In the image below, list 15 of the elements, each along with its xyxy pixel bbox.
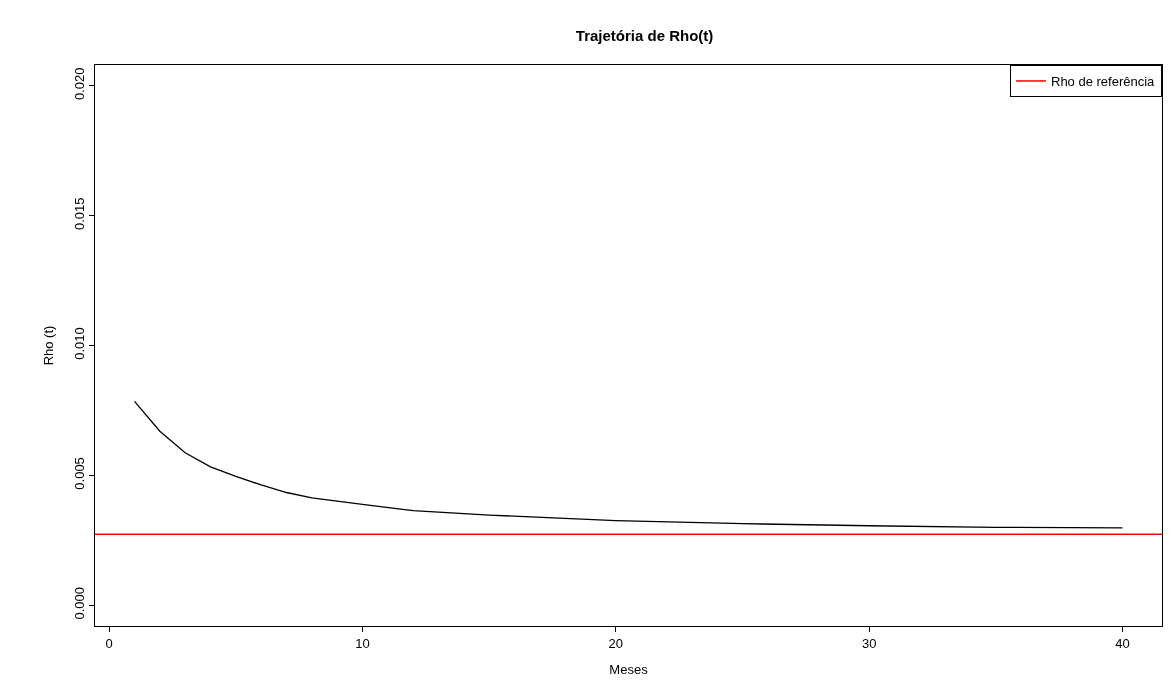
x-tick-label: 0	[105, 635, 113, 651]
y-tick-label: 0.020	[71, 67, 87, 101]
x-tick-label: 10	[355, 635, 370, 651]
y-tick-label: 0.005	[71, 457, 87, 490]
y-tick-label: 0.000	[71, 587, 87, 620]
x-tick-label: 30	[861, 635, 877, 651]
x-tick-label: 40	[1115, 635, 1130, 651]
y-axis-title: Rho (t)	[40, 325, 56, 366]
x-tick-label: 20	[608, 635, 624, 651]
x-axis-title: Meses	[609, 662, 649, 678]
y-tick-label: 0.015	[71, 197, 87, 230]
chart-title: Trajetória de Rho(t)	[575, 27, 714, 45]
line-series	[133, 400, 1124, 529]
y-tick-label: 0.010	[71, 327, 87, 360]
legend-label: Rho de referência	[1051, 74, 1156, 90]
